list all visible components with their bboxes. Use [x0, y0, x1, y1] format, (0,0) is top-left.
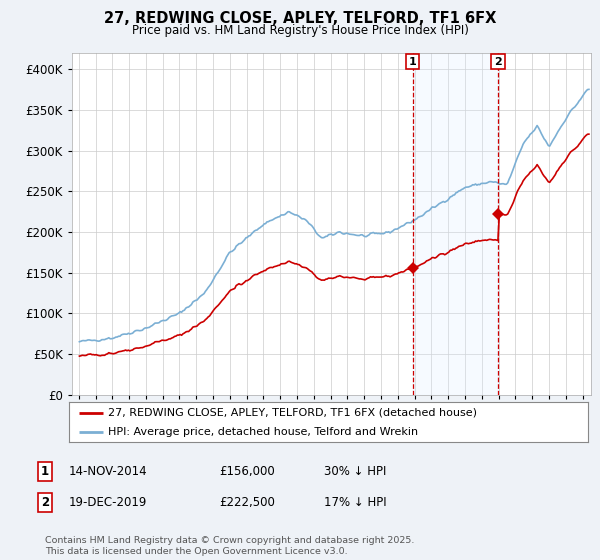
Text: 1: 1 — [409, 57, 416, 67]
Text: 2: 2 — [494, 57, 502, 67]
Text: 17% ↓ HPI: 17% ↓ HPI — [324, 496, 386, 509]
Text: 27, REDWING CLOSE, APLEY, TELFORD, TF1 6FX (detached house): 27, REDWING CLOSE, APLEY, TELFORD, TF1 6… — [108, 408, 477, 418]
Text: Price paid vs. HM Land Registry's House Price Index (HPI): Price paid vs. HM Land Registry's House … — [131, 24, 469, 36]
Text: 2: 2 — [41, 496, 49, 509]
Text: 1: 1 — [41, 465, 49, 478]
Text: £156,000: £156,000 — [219, 465, 275, 478]
Text: Contains HM Land Registry data © Crown copyright and database right 2025.
This d: Contains HM Land Registry data © Crown c… — [45, 536, 415, 556]
Text: 14-NOV-2014: 14-NOV-2014 — [69, 465, 148, 478]
Text: £222,500: £222,500 — [219, 496, 275, 509]
Text: 27, REDWING CLOSE, APLEY, TELFORD, TF1 6FX: 27, REDWING CLOSE, APLEY, TELFORD, TF1 6… — [104, 11, 496, 26]
Text: 19-DEC-2019: 19-DEC-2019 — [69, 496, 148, 509]
Bar — [413, 53, 498, 395]
Text: 30% ↓ HPI: 30% ↓ HPI — [324, 465, 386, 478]
Text: HPI: Average price, detached house, Telford and Wrekin: HPI: Average price, detached house, Telf… — [108, 427, 418, 436]
